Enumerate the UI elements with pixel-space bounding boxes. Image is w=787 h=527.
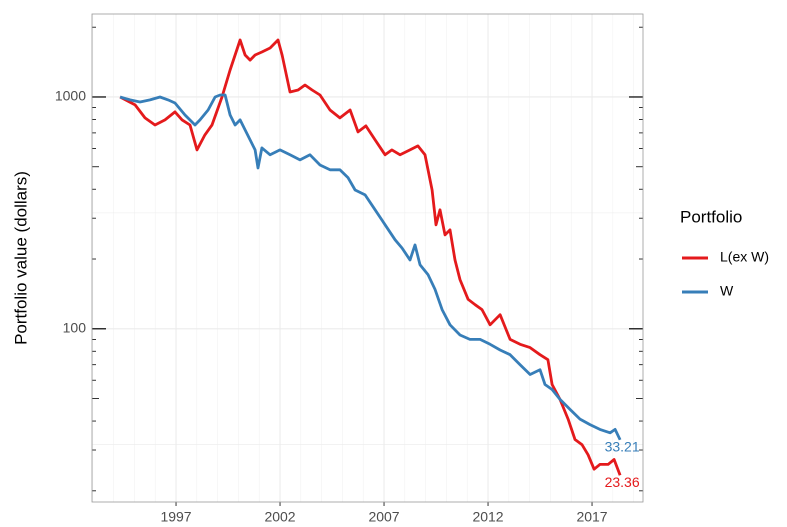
y-tick-label: 100 [63, 319, 87, 335]
x-tick-label: 2017 [576, 509, 607, 525]
legend-label: L(ex W) [720, 249, 769, 265]
x-tick-label: 1997 [160, 509, 191, 525]
y-tick-label: 1000 [55, 88, 86, 104]
x-tick-label: 2002 [264, 509, 295, 525]
value-label: 23.36 [605, 474, 640, 490]
y-axis-title: Portfolio value (dollars) [11, 171, 30, 345]
legend-title: Portfolio [680, 207, 742, 226]
series-line [119, 93, 622, 441]
plot-border [91, 13, 644, 503]
legend-label: W [720, 283, 734, 299]
x-tick-label: 2007 [368, 509, 399, 525]
value-label: 33.21 [605, 438, 640, 454]
x-tick-label: 2012 [472, 509, 503, 525]
series-line [119, 38, 622, 476]
